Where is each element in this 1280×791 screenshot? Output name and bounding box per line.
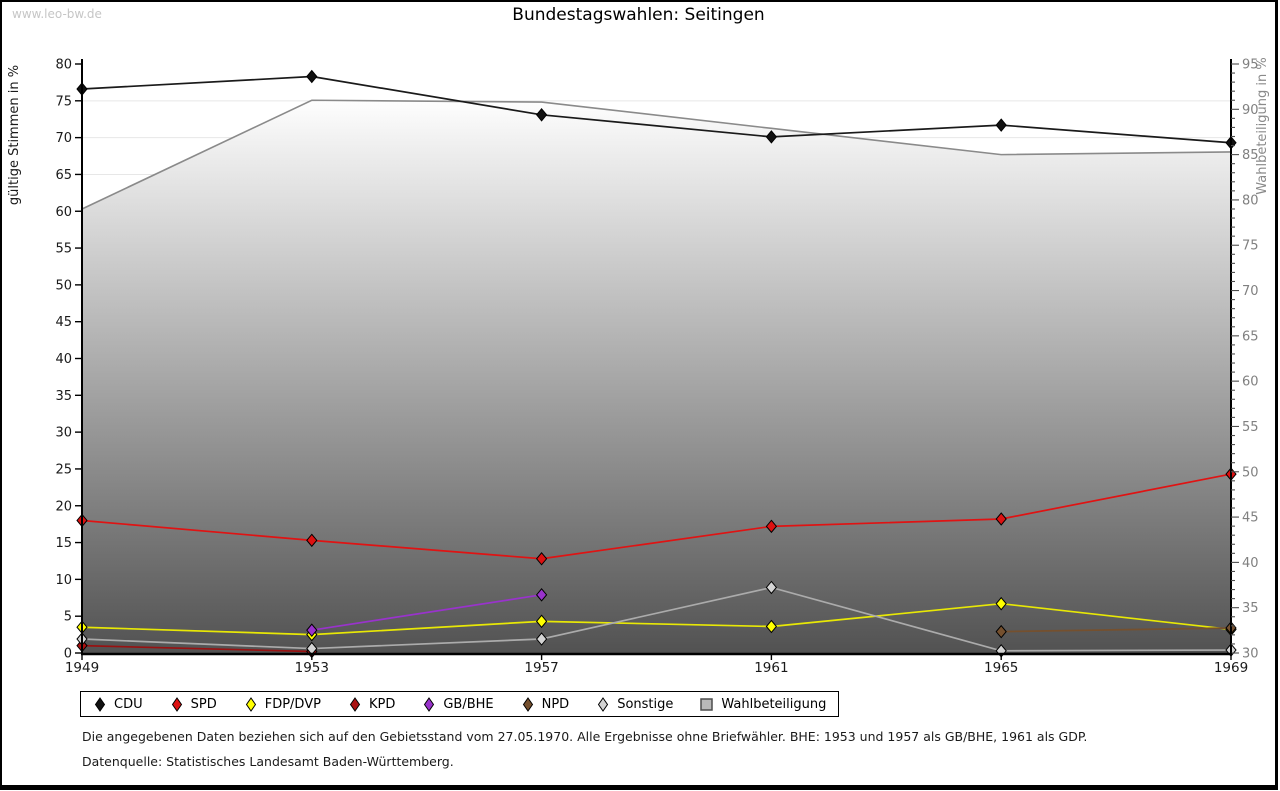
left-tick-label-40: 40 [55,352,72,367]
right-tick-label-60: 60 [1242,375,1259,390]
legend-marker-wahlbeteiligung-icon [700,697,714,711]
turnout-area [82,100,1231,653]
right-tick-label-45: 45 [1242,511,1259,526]
left-tick-label-80: 80 [55,58,72,73]
left-tick-label-60: 60 [55,205,72,220]
legend-label-cdu: CDU [114,696,143,712]
legend-label-spd: SPD [190,696,217,712]
series-line-npd [1001,627,1232,633]
right-axis-title: Wahlbeteiligung in % [1255,57,1270,194]
legend-label-fdp-dvp: FDP/DVP [264,696,321,712]
right-tick-label-80: 80 [1242,193,1259,208]
marker-spd-1957 [535,551,548,566]
legend-marker-npd-icon [522,696,533,712]
left-tick-label-50: 50 [55,278,72,293]
series-sonstige [76,580,1237,658]
legend-marker-cdu-icon [94,696,106,712]
watermark-leo-bw: www.leo-bw.de [12,7,102,21]
marker-cdu-1957 [535,108,548,122]
series-line-spd [81,473,1232,560]
x-tick-label-1957: 1957 [524,660,558,676]
right-tick-label-30: 30 [1242,647,1259,662]
left-tick-label-70: 70 [55,131,72,146]
right-tick-label-90: 90 [1242,103,1259,118]
right-tick-label-95: 95 [1242,58,1259,73]
left-tick-label-65: 65 [55,168,72,183]
left-tick-label-0: 0 [64,647,72,662]
marker-npd-1965 [995,624,1007,639]
series-cdu [76,69,1237,150]
x-tick-label-1953: 1953 [295,660,329,676]
legend-item-spd: SPD [170,696,217,713]
legend-label-sonstige: Sonstige [617,696,674,712]
marker-fdp-dvp-1957 [535,614,548,629]
footnote-gebietsstand: Die angegebenen Daten beziehen sich auf … [82,729,1088,744]
legend-item-wahlbeteiligung: Wahlbeteiligung [700,696,826,713]
x-tick-label-1969: 1969 [1214,660,1248,676]
marker-spd-1965 [995,512,1007,526]
right-tick-label-65: 65 [1242,329,1259,344]
marker-gb-bhe-1957 [535,588,548,602]
legend-label-kpd: KPD [368,696,396,712]
left-tick-label-35: 35 [55,389,72,404]
legend-marker-sonstige-icon [598,696,609,712]
legend-label-gb-bhe: GB/BHE [443,696,494,712]
left-tick-label-10: 10 [55,573,72,588]
legend-item-fdp-dvp: FDP/DVP [244,696,321,713]
marker-fdp-dvp-1961 [765,619,778,634]
x-tick-label-1949: 1949 [65,660,99,676]
marker-fdp-dvp-1965 [995,596,1007,611]
marker-cdu-1961 [765,130,778,144]
series-line-kpd [81,644,312,653]
left-tick-label-55: 55 [55,242,72,257]
marker-gb-bhe-1953 [306,623,318,637]
right-tick-label-75: 75 [1242,239,1259,254]
marker-spd-1961 [765,519,778,534]
series-gb-bhe [306,588,548,637]
marker-sonstige-1961 [765,580,778,595]
series-line-gb-bhe [311,593,542,632]
chart-title: Bundestagswahlen: Seitingen [512,5,765,25]
marker-spd-1953 [306,533,318,548]
right-tick-label-40: 40 [1242,556,1259,571]
legend-marker-spd-icon [171,696,182,712]
legend: CDU SPD FDP/DVP KPD GB/BHE NPD Sonstige Wahlbet… [80,691,840,717]
marker-cdu-1965 [995,118,1007,132]
right-tick-label-55: 55 [1242,420,1259,435]
left-tick-label-20: 20 [55,499,72,514]
legend-item-sonstige: Sonstige [596,696,673,713]
right-tick-label-35: 35 [1242,601,1259,616]
series-line-fdp-dvp [81,602,1232,636]
legend-item-gb-bhe: GB/BHE [422,696,494,713]
legend-label-npd: NPD [541,696,570,712]
right-tick-label-70: 70 [1242,284,1259,299]
legend-item-kpd: KPD [348,696,395,713]
chart-plot-area: 0 5 10 15 20 25 30 35 40 45 50 55 60 65 70 75 80 30 35 40 45… [7,57,1270,676]
marker-sonstige-1957 [535,632,548,646]
footnote-datenquelle: Datenquelle: Statistisches Landesamt Bad… [82,754,454,769]
series-spd [76,467,1237,566]
turnout-line [81,99,1232,210]
left-tick-label-25: 25 [55,462,72,477]
left-tick-label-5: 5 [64,610,72,625]
left-tick-label-30: 30 [55,426,72,441]
legend-marker-gb-bhe-icon [424,696,435,712]
right-tick-label-50: 50 [1242,465,1259,480]
legend-marker-fdp-dvp-icon [245,696,256,712]
legend-item-npd: NPD [521,696,570,713]
legend-label-wahlbeteiligung: Wahlbeteiligung [721,696,827,712]
x-tick-label-1961: 1961 [754,660,788,676]
left-tick-label-15: 15 [55,536,72,551]
left-tick-label-75: 75 [55,94,72,109]
legend-item-cdu: CDU [93,696,143,713]
legend-marker-kpd-icon [349,696,361,712]
left-axis-title: gültige Stimmen in % [7,65,22,205]
marker-cdu-1953 [306,69,318,84]
left-tick-label-45: 45 [55,315,72,330]
right-tick-label-85: 85 [1242,148,1259,163]
series-line-cdu [81,75,1232,144]
x-tick-label-1965: 1965 [984,660,1018,676]
series-line-sonstige [81,586,1232,652]
